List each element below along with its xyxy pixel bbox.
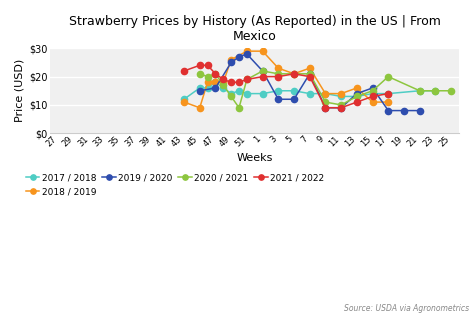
2021 / 2022	[385, 92, 391, 95]
2018 / 2019	[213, 80, 219, 84]
2018 / 2019	[323, 92, 328, 95]
2019 / 2020	[213, 86, 219, 90]
2020 / 2021	[197, 72, 202, 76]
2017 / 2018	[385, 92, 391, 95]
2020 / 2021	[323, 100, 328, 104]
2019 / 2020	[370, 86, 375, 90]
2018 / 2019	[197, 106, 202, 110]
2021 / 2022	[307, 75, 312, 78]
2018 / 2019	[338, 92, 344, 95]
2020 / 2021	[433, 89, 438, 93]
2020 / 2021	[370, 89, 375, 93]
2018 / 2019	[307, 66, 312, 70]
2018 / 2019	[205, 80, 210, 84]
Line: 2020 / 2021: 2020 / 2021	[197, 68, 454, 111]
2019 / 2020	[291, 97, 297, 101]
2017 / 2018	[275, 89, 281, 93]
2018 / 2019	[275, 66, 281, 70]
2021 / 2022	[323, 106, 328, 110]
2019 / 2020	[260, 69, 265, 73]
2021 / 2022	[354, 100, 360, 104]
2017 / 2018	[236, 89, 242, 93]
Line: 2018 / 2019: 2018 / 2019	[181, 48, 392, 111]
2019 / 2020	[228, 61, 234, 64]
2018 / 2019	[181, 100, 187, 104]
2017 / 2018	[220, 86, 226, 90]
2020 / 2021	[228, 94, 234, 98]
Line: 2017 / 2018: 2017 / 2018	[181, 79, 438, 102]
2018 / 2019	[220, 80, 226, 84]
2020 / 2021	[417, 89, 422, 93]
Y-axis label: Price (USD): Price (USD)	[15, 59, 25, 122]
2018 / 2019	[354, 86, 360, 90]
X-axis label: Weeks: Weeks	[237, 153, 273, 163]
2019 / 2020	[244, 52, 250, 56]
2017 / 2018	[291, 89, 297, 93]
2017 / 2018	[323, 92, 328, 95]
Legend: 2017 / 2018, 2018 / 2019, 2019 / 2020, 2020 / 2021, 2021 / 2022: 2017 / 2018, 2018 / 2019, 2019 / 2020, 2…	[22, 170, 328, 200]
2018 / 2019	[385, 100, 391, 104]
2018 / 2019	[291, 72, 297, 76]
2017 / 2018	[433, 89, 438, 93]
2017 / 2018	[338, 94, 344, 98]
2021 / 2022	[244, 77, 250, 81]
2019 / 2020	[275, 97, 281, 101]
2021 / 2022	[213, 72, 219, 76]
2021 / 2022	[291, 72, 297, 76]
2019 / 2020	[323, 106, 328, 110]
Line: 2021 / 2022: 2021 / 2022	[181, 62, 392, 111]
2020 / 2021	[236, 106, 242, 110]
2019 / 2020	[417, 109, 422, 112]
2017 / 2018	[307, 92, 312, 95]
2017 / 2018	[213, 80, 219, 84]
2020 / 2021	[260, 69, 265, 73]
2017 / 2018	[244, 92, 250, 95]
2020 / 2021	[205, 75, 210, 78]
2019 / 2020	[401, 109, 407, 112]
2019 / 2020	[354, 92, 360, 95]
2021 / 2022	[220, 77, 226, 81]
2019 / 2020	[338, 106, 344, 110]
2019 / 2020	[236, 55, 242, 59]
2017 / 2018	[260, 92, 265, 95]
2020 / 2021	[291, 72, 297, 76]
2020 / 2021	[338, 103, 344, 107]
2020 / 2021	[244, 77, 250, 81]
2019 / 2020	[307, 72, 312, 76]
2017 / 2018	[197, 86, 202, 90]
2017 / 2018	[417, 89, 422, 93]
2017 / 2018	[370, 92, 375, 95]
2021 / 2022	[275, 75, 281, 78]
2020 / 2021	[213, 72, 219, 76]
2018 / 2019	[370, 100, 375, 104]
2021 / 2022	[236, 80, 242, 84]
2019 / 2020	[197, 89, 202, 93]
2020 / 2021	[354, 94, 360, 98]
2020 / 2021	[307, 72, 312, 76]
2021 / 2022	[260, 75, 265, 78]
2021 / 2022	[228, 80, 234, 84]
2021 / 2022	[205, 64, 210, 67]
2021 / 2022	[338, 106, 344, 110]
2017 / 2018	[181, 97, 187, 101]
2020 / 2021	[275, 72, 281, 76]
2021 / 2022	[181, 69, 187, 73]
2019 / 2020	[385, 109, 391, 112]
2017 / 2018	[205, 86, 210, 90]
2017 / 2018	[228, 92, 234, 95]
2017 / 2018	[354, 94, 360, 98]
Title: Strawberry Prices by History (As Reported) in the US | From
Mexico: Strawberry Prices by History (As Reporte…	[69, 15, 441, 43]
2020 / 2021	[385, 75, 391, 78]
2020 / 2021	[448, 89, 454, 93]
2018 / 2019	[244, 49, 250, 53]
2018 / 2019	[260, 49, 265, 53]
Line: 2019 / 2020: 2019 / 2020	[197, 51, 423, 114]
2021 / 2022	[370, 94, 375, 98]
2021 / 2022	[197, 64, 202, 67]
Text: Source: USDA via Agronometrics: Source: USDA via Agronometrics	[344, 304, 469, 313]
2018 / 2019	[228, 58, 234, 62]
2020 / 2021	[220, 83, 226, 87]
